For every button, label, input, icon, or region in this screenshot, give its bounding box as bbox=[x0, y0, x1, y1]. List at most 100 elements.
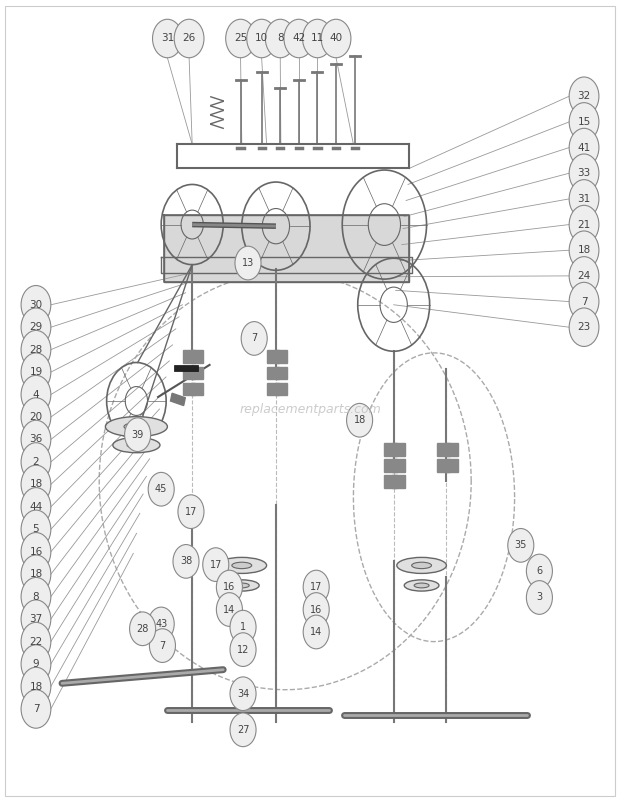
Circle shape bbox=[21, 308, 51, 346]
Circle shape bbox=[526, 554, 552, 588]
Circle shape bbox=[148, 607, 174, 641]
Text: 13: 13 bbox=[242, 258, 254, 268]
Bar bbox=[384, 475, 397, 488]
Circle shape bbox=[21, 667, 51, 706]
Circle shape bbox=[347, 403, 373, 437]
Circle shape bbox=[153, 19, 182, 58]
Bar bbox=[437, 459, 450, 472]
Text: 10: 10 bbox=[255, 34, 268, 43]
Text: 14: 14 bbox=[223, 605, 236, 614]
Text: 20: 20 bbox=[29, 412, 43, 422]
Polygon shape bbox=[164, 215, 409, 282]
Text: 26: 26 bbox=[182, 34, 196, 43]
Circle shape bbox=[21, 510, 51, 549]
Text: 35: 35 bbox=[515, 541, 527, 550]
Circle shape bbox=[241, 322, 267, 355]
Text: 33: 33 bbox=[577, 168, 591, 178]
Circle shape bbox=[125, 418, 151, 452]
Circle shape bbox=[569, 128, 599, 167]
Ellipse shape bbox=[127, 442, 146, 448]
Ellipse shape bbox=[397, 557, 446, 573]
Text: 23: 23 bbox=[577, 322, 591, 332]
Ellipse shape bbox=[113, 438, 160, 452]
Circle shape bbox=[21, 443, 51, 481]
Circle shape bbox=[569, 154, 599, 192]
Bar bbox=[191, 350, 203, 363]
Circle shape bbox=[230, 677, 256, 711]
Text: replacementparts.com: replacementparts.com bbox=[239, 403, 381, 415]
Circle shape bbox=[247, 19, 277, 58]
Text: 8: 8 bbox=[33, 592, 39, 602]
Text: 32: 32 bbox=[577, 91, 591, 101]
Circle shape bbox=[178, 495, 204, 529]
Bar bbox=[392, 443, 405, 456]
Circle shape bbox=[303, 19, 332, 58]
Circle shape bbox=[508, 529, 534, 562]
Ellipse shape bbox=[105, 417, 167, 436]
Ellipse shape bbox=[234, 583, 249, 588]
Text: 21: 21 bbox=[577, 220, 591, 229]
Circle shape bbox=[569, 257, 599, 295]
Text: 16: 16 bbox=[223, 582, 236, 592]
Text: 7: 7 bbox=[581, 297, 587, 306]
Text: 17: 17 bbox=[310, 582, 322, 592]
Circle shape bbox=[216, 570, 242, 604]
Text: 8: 8 bbox=[277, 34, 283, 43]
Text: 2: 2 bbox=[33, 457, 39, 467]
Bar bbox=[183, 383, 195, 395]
Circle shape bbox=[21, 398, 51, 436]
Circle shape bbox=[130, 612, 156, 646]
Circle shape bbox=[216, 593, 242, 626]
Text: 39: 39 bbox=[131, 430, 144, 439]
Circle shape bbox=[173, 545, 199, 578]
Text: 17: 17 bbox=[185, 507, 197, 516]
Circle shape bbox=[235, 246, 261, 280]
Circle shape bbox=[569, 308, 599, 346]
Bar bbox=[275, 350, 287, 363]
Text: 4: 4 bbox=[33, 390, 39, 399]
Text: 30: 30 bbox=[29, 300, 43, 310]
Circle shape bbox=[21, 353, 51, 391]
Circle shape bbox=[303, 570, 329, 604]
Circle shape bbox=[303, 593, 329, 626]
Circle shape bbox=[149, 629, 175, 662]
Circle shape bbox=[203, 548, 229, 581]
Text: 6: 6 bbox=[536, 566, 542, 576]
Circle shape bbox=[21, 577, 51, 616]
Circle shape bbox=[21, 488, 51, 526]
Circle shape bbox=[569, 205, 599, 244]
Bar bbox=[275, 367, 287, 379]
Bar bbox=[191, 367, 203, 379]
Circle shape bbox=[21, 330, 51, 369]
Text: 43: 43 bbox=[155, 619, 167, 629]
Circle shape bbox=[569, 180, 599, 218]
Circle shape bbox=[21, 645, 51, 683]
Text: 45: 45 bbox=[155, 484, 167, 494]
Circle shape bbox=[230, 713, 256, 747]
Bar bbox=[267, 383, 279, 395]
Text: 44: 44 bbox=[29, 502, 43, 512]
Circle shape bbox=[230, 610, 256, 644]
Ellipse shape bbox=[404, 580, 439, 591]
Text: 28: 28 bbox=[136, 624, 149, 634]
Ellipse shape bbox=[124, 423, 149, 431]
Text: 22: 22 bbox=[29, 637, 43, 646]
Circle shape bbox=[21, 375, 51, 414]
Circle shape bbox=[21, 420, 51, 459]
Circle shape bbox=[226, 19, 255, 58]
Circle shape bbox=[284, 19, 314, 58]
Text: 29: 29 bbox=[29, 322, 43, 332]
Ellipse shape bbox=[224, 580, 259, 591]
Circle shape bbox=[230, 633, 256, 666]
Circle shape bbox=[21, 690, 51, 728]
Text: 37: 37 bbox=[29, 614, 43, 624]
Bar bbox=[445, 443, 458, 456]
Bar bbox=[191, 383, 203, 395]
Circle shape bbox=[569, 103, 599, 141]
Ellipse shape bbox=[412, 562, 432, 569]
Text: 31: 31 bbox=[161, 34, 174, 43]
Bar bbox=[267, 367, 279, 379]
Text: 14: 14 bbox=[310, 627, 322, 637]
Text: 36: 36 bbox=[29, 435, 43, 444]
Polygon shape bbox=[174, 365, 198, 371]
